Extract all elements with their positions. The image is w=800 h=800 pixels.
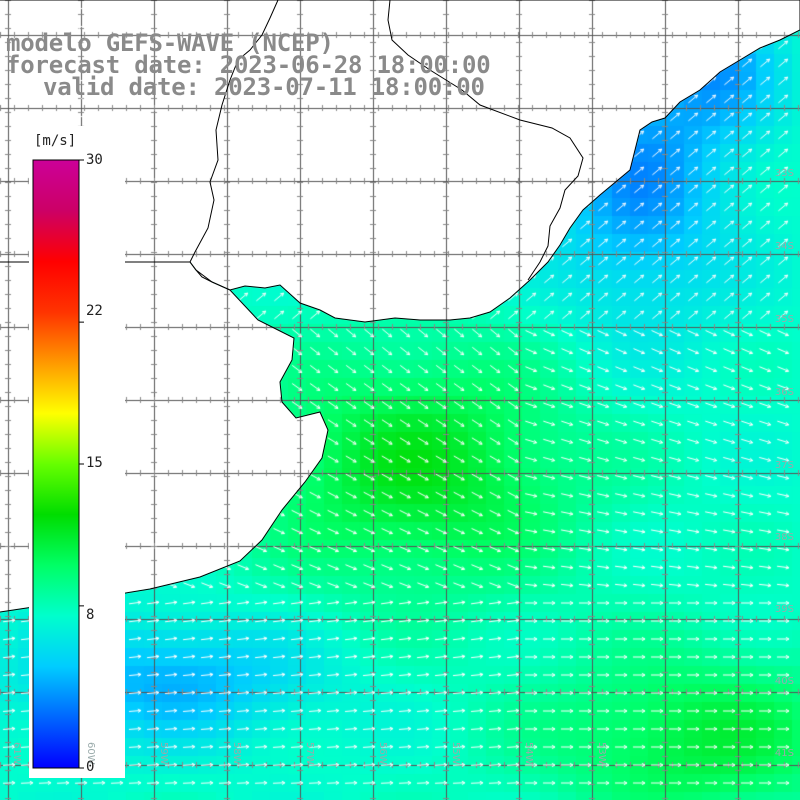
lat-label-37s: 37S: [774, 460, 794, 471]
lon-label-58w: 58W: [231, 742, 242, 765]
lon-label-55w: 55W: [450, 742, 461, 765]
lon-label-53w: 53W: [596, 742, 607, 765]
lat-label-41s: 41S: [774, 748, 794, 759]
colorbar-tick-0: 0: [86, 759, 95, 775]
lon-label-61w: 61W: [11, 742, 22, 765]
forecast-date: forecast date: 2023-06-28 18:00:00: [6, 51, 491, 79]
river-uruguay: [189, 0, 279, 263]
lat-label-33s: 33S: [774, 168, 794, 179]
colorbar-tick-15: 15: [86, 455, 103, 471]
lat-label-34s: 34S: [774, 241, 794, 252]
lat-label-36s: 36S: [774, 387, 794, 398]
valid-date: valid date: 2023-07-11 18:00:00: [43, 73, 485, 101]
coastline-uruguay-brazil: [0, 0, 800, 323]
colorbar-tick-22: 22: [86, 303, 103, 319]
lon-label-59w: 59W: [158, 742, 169, 765]
lat-label-39s: 39S: [774, 604, 794, 615]
colorbar-tick-8: 8: [86, 607, 95, 623]
colorbar-unit: [m/s]: [34, 133, 77, 149]
colorbar: [32, 159, 80, 769]
model-title: modelo GEFS-WAVE (NCEP): [6, 29, 334, 57]
colorbar-tick-30: 30: [86, 152, 103, 168]
border-line: [387, 0, 584, 281]
lat-label-40s: 40S: [774, 676, 794, 687]
lon-label-56w: 56W: [377, 742, 388, 765]
lat-label-35s: 35S: [774, 314, 794, 325]
lat-label-38s: 38S: [774, 532, 794, 543]
lon-label-54w: 54W: [523, 742, 534, 765]
lon-label-57w: 57W: [304, 742, 315, 765]
